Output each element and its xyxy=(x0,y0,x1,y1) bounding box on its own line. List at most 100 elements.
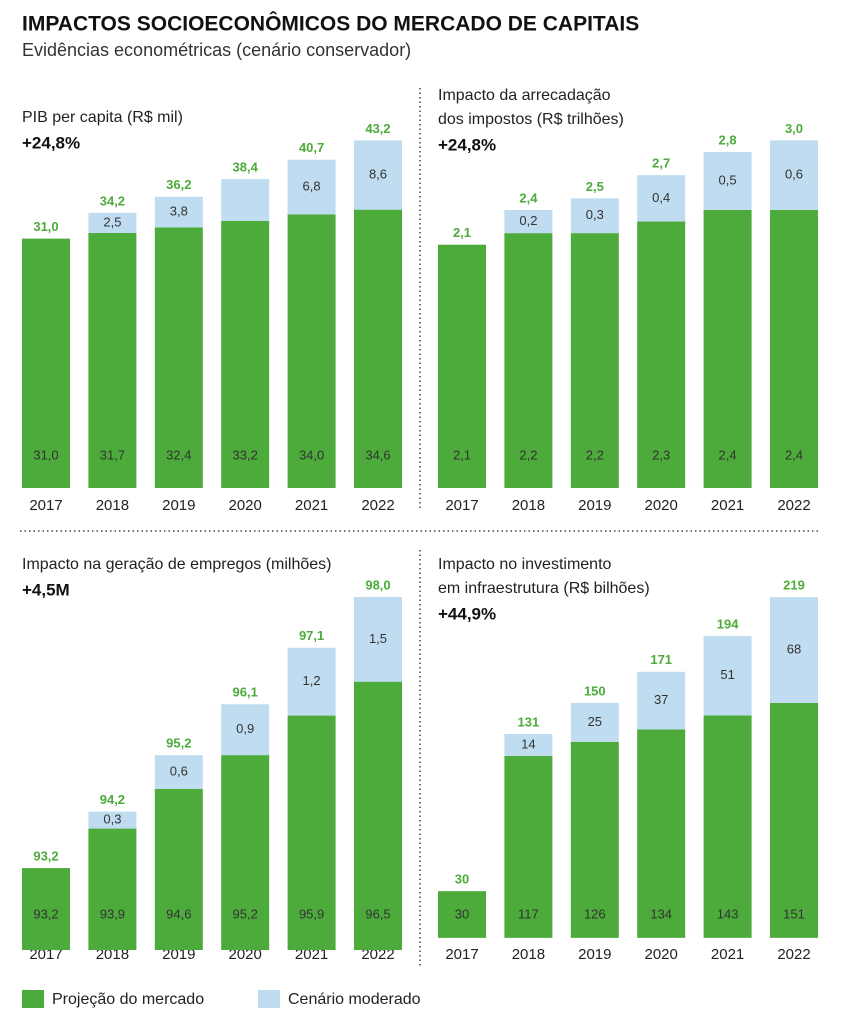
value-label: 30 xyxy=(455,906,469,921)
bar-segment xyxy=(88,828,137,950)
bar-segment xyxy=(354,140,402,210)
bar-segment xyxy=(570,233,619,488)
value-label: 0,4 xyxy=(652,190,670,205)
value-label: 34,0 xyxy=(299,447,324,462)
x-tick-label: 2022 xyxy=(361,497,394,514)
value-label: 2,4 xyxy=(785,447,803,462)
value-label: 31,7 xyxy=(100,447,125,462)
x-tick-label: 2019 xyxy=(162,497,195,514)
x-tick-label: 2017 xyxy=(445,946,478,963)
panel-title: Impacto da arrecadação xyxy=(438,87,611,104)
total-label: 34,2 xyxy=(100,193,125,208)
panel-title: Impacto no investimento xyxy=(438,556,612,573)
value-label: 14 xyxy=(521,736,535,751)
bar-segment xyxy=(287,715,336,950)
total-label: 2,7 xyxy=(652,156,670,171)
x-tick-label: 2020 xyxy=(229,946,262,963)
bar-segment xyxy=(154,755,203,790)
bar-segment xyxy=(504,734,553,756)
value-label: 94,6 xyxy=(166,906,191,921)
value-label: 95,2 xyxy=(233,906,258,921)
value-label: 2,5 xyxy=(103,214,121,229)
bar-segment xyxy=(504,755,553,938)
title: IMPACTOS SOCIOECONÔMICOS DO MERCADO DE C… xyxy=(22,12,639,36)
bar-segment xyxy=(570,198,619,234)
value-label: 151 xyxy=(783,906,805,921)
bar-segment xyxy=(22,868,70,950)
bar-segment xyxy=(154,227,203,489)
bar-segment xyxy=(287,214,336,488)
total-label: 38,4 xyxy=(233,160,259,175)
value-label: 1,2 xyxy=(303,673,321,688)
total-label: 2,5 xyxy=(586,179,604,194)
value-label: 93,2 xyxy=(33,906,58,921)
value-label: 96,5 xyxy=(365,906,390,921)
total-label: 150 xyxy=(584,683,606,698)
bar-segment xyxy=(154,789,203,950)
panel-highlight: +24,8% xyxy=(438,135,496,154)
value-label: 143 xyxy=(717,906,739,921)
bar-segment xyxy=(504,209,553,234)
bar-segment xyxy=(770,209,818,488)
value-label: 0,6 xyxy=(785,167,803,182)
x-tick-label: 2020 xyxy=(645,946,678,963)
bar-segment xyxy=(438,244,486,488)
x-tick-label: 2019 xyxy=(578,946,611,963)
total-label: 30 xyxy=(455,872,469,887)
value-label: 8,6 xyxy=(369,166,387,181)
value-label: 0,2 xyxy=(519,213,537,228)
value-label: 2,1 xyxy=(453,447,471,462)
bar-segment xyxy=(770,702,818,938)
value-label: 6,8 xyxy=(303,179,321,194)
total-label: 2,1 xyxy=(453,225,471,240)
value-label: 34,6 xyxy=(365,447,390,462)
x-tick-label: 2020 xyxy=(645,497,678,514)
total-label: 31,0 xyxy=(33,219,58,234)
bar-segment xyxy=(438,891,486,938)
bar-segment xyxy=(570,702,619,742)
value-label: 0,3 xyxy=(586,207,604,222)
total-label: 40,7 xyxy=(299,140,324,155)
bar-segment xyxy=(354,681,402,950)
bar-segment xyxy=(287,647,336,716)
value-label: 37 xyxy=(654,692,668,707)
x-tick-label: 2022 xyxy=(361,946,394,963)
bar-segment xyxy=(703,209,752,488)
value-label: 32,4 xyxy=(166,447,191,462)
value-label: 95,9 xyxy=(299,906,324,921)
total-label: 36,2 xyxy=(166,177,191,192)
bar-segment xyxy=(637,671,686,730)
bar-segment xyxy=(570,741,619,938)
bar-segment xyxy=(154,196,203,228)
value-label: 126 xyxy=(584,906,606,921)
subtitle: Evidências econométricas (cenário conser… xyxy=(22,40,411,60)
panel-title: em infraestrutura (R$ bilhões) xyxy=(438,580,650,597)
x-tick-label: 2017 xyxy=(445,497,478,514)
bar-segment xyxy=(637,729,686,938)
bar-segment xyxy=(770,597,818,703)
total-label: 219 xyxy=(783,578,805,593)
total-label: 171 xyxy=(650,652,672,667)
value-label: 0,5 xyxy=(719,172,737,187)
bar-segment xyxy=(637,175,686,222)
x-tick-label: 2018 xyxy=(96,497,129,514)
bar-segment xyxy=(221,755,270,950)
bar-segment xyxy=(22,238,70,488)
value-label: 33,2 xyxy=(233,447,258,462)
total-label: 2,8 xyxy=(719,132,737,147)
total-label: 194 xyxy=(717,616,739,631)
x-tick-label: 2020 xyxy=(229,497,262,514)
x-tick-label: 2019 xyxy=(578,497,611,514)
bar-segment xyxy=(88,212,137,233)
x-tick-label: 2017 xyxy=(29,497,62,514)
total-label: 131 xyxy=(518,714,540,729)
legend-label: Projeção do mercado xyxy=(52,991,204,1008)
x-tick-label: 2018 xyxy=(512,497,545,514)
panel-highlight: +44,9% xyxy=(438,604,496,623)
panel-highlight: +24,8% xyxy=(22,133,80,152)
panel-highlight: +4,5M xyxy=(22,580,70,599)
bar-segment xyxy=(354,596,402,682)
bar-segment xyxy=(703,636,752,716)
value-label: 31,0 xyxy=(33,447,58,462)
total-label: 95,2 xyxy=(166,736,191,751)
